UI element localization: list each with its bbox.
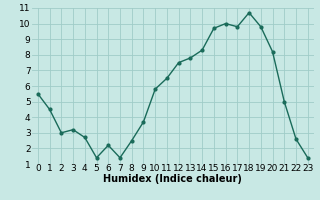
X-axis label: Humidex (Indice chaleur): Humidex (Indice chaleur) xyxy=(103,174,242,184)
